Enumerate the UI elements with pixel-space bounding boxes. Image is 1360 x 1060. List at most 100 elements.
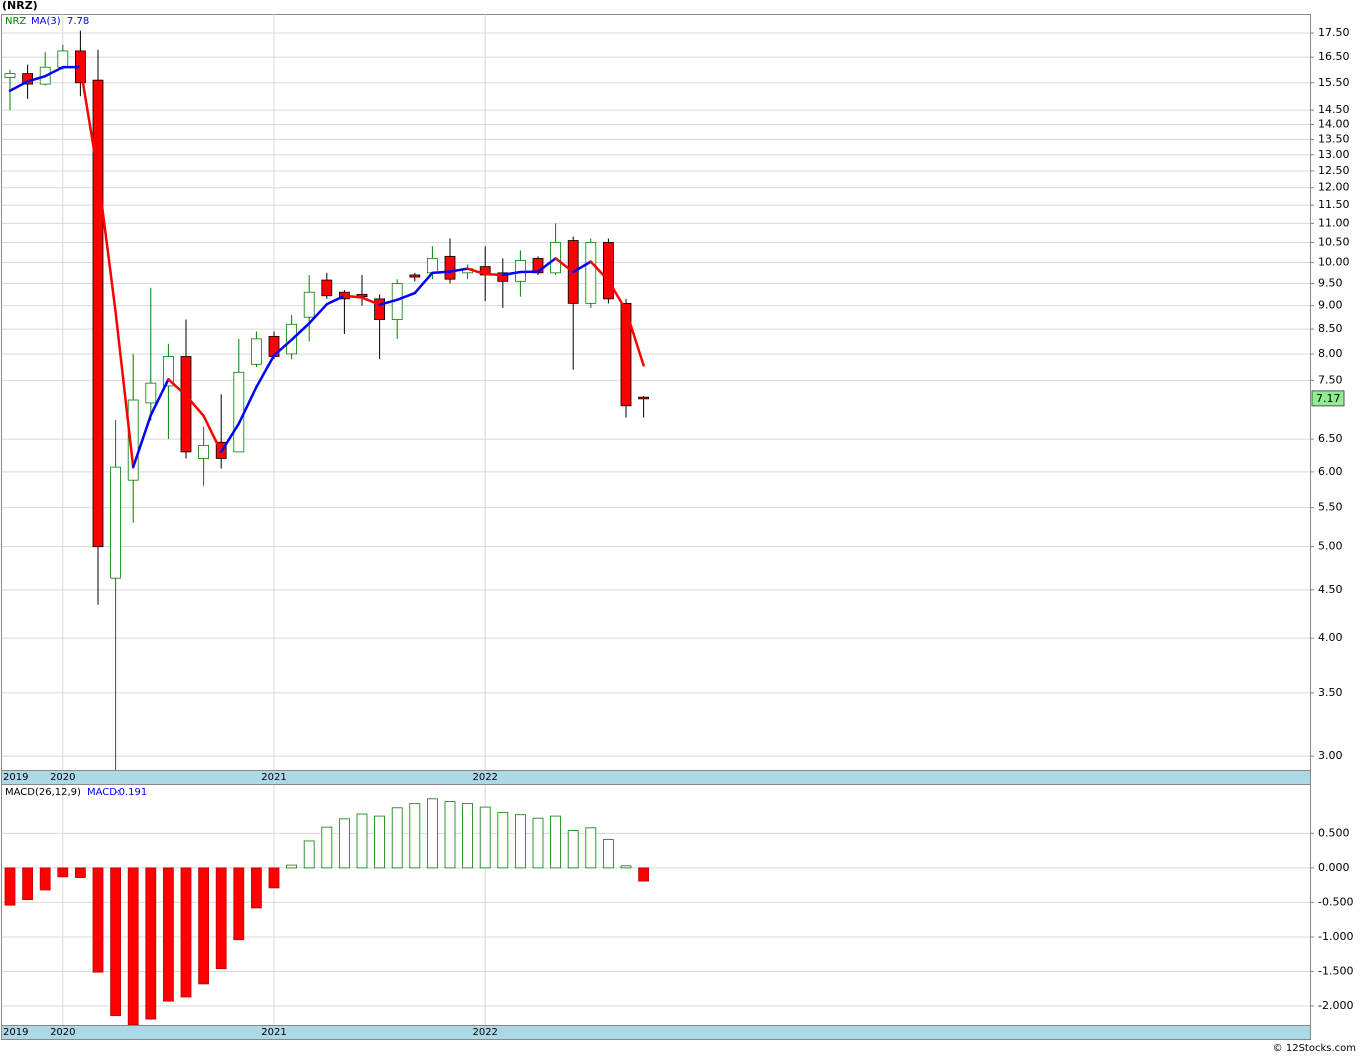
y-tick-label: -1.000 <box>1318 930 1353 943</box>
x-tick-label: 2021 <box>261 1027 286 1038</box>
y-tick-label: 9.50 <box>1318 276 1343 289</box>
macd-bar <box>410 804 420 868</box>
macd-legend: MACD(26,12,9) <box>5 787 81 798</box>
candle-body <box>5 74 15 78</box>
macd-bar <box>586 828 596 868</box>
y-tick-label: 14.00 <box>1318 117 1350 130</box>
y-tick-label: 0.500 <box>1318 826 1350 839</box>
candle-body <box>304 292 314 317</box>
x-tick-label: 2020 <box>50 1027 75 1038</box>
y-tick-label: 15.50 <box>1318 76 1350 89</box>
legend-ma: MA(3) <box>31 16 61 27</box>
macd-bar <box>181 868 191 997</box>
y-tick-label: -0.500 <box>1318 895 1353 908</box>
x-tick-label: 2020 <box>50 772 75 783</box>
candle-body <box>146 383 156 403</box>
candle-body <box>445 256 455 279</box>
y-tick-label: 12.50 <box>1318 164 1350 177</box>
macd-bar <box>603 840 613 868</box>
macd-bar <box>234 868 244 940</box>
macd-bar <box>128 868 138 1025</box>
y-tick-label: 10.50 <box>1318 235 1350 248</box>
candle-body <box>251 339 261 364</box>
macd-bar <box>375 816 385 868</box>
ma-segment <box>485 274 503 275</box>
macd-bar <box>111 868 121 1016</box>
macd-bar <box>515 815 525 868</box>
candle-body <box>234 372 244 452</box>
y-tick-label: 6.00 <box>1318 465 1343 478</box>
y-tick-label: 9.00 <box>1318 299 1343 312</box>
y-tick-label: 8.00 <box>1318 347 1343 360</box>
chart-title: (NRZ) <box>2 0 38 12</box>
y-tick-label: 3.50 <box>1318 686 1343 699</box>
x-tick-label: 2022 <box>472 772 497 783</box>
legend-symbol: NRZ <box>5 16 26 27</box>
y-tick-label: 12.00 <box>1318 181 1350 194</box>
y-tick-label: 10.00 <box>1318 255 1350 268</box>
macd-legend-value: -0.191 <box>115 787 147 798</box>
macd-bar <box>199 868 209 984</box>
candle-body <box>586 242 596 303</box>
macd-bar <box>5 868 15 905</box>
candle-body <box>181 357 191 452</box>
macd-bar <box>551 816 561 868</box>
y-tick-label: -2.000 <box>1318 999 1353 1012</box>
macd-bar <box>287 865 297 868</box>
y-tick-label: 3.00 <box>1318 749 1343 762</box>
candle-body <box>199 445 209 458</box>
x-start-label: 2019 <box>3 772 28 783</box>
y-tick-label: 4.50 <box>1318 583 1343 596</box>
macd-bar <box>427 799 437 868</box>
candle-body <box>58 51 68 67</box>
macd-bar <box>639 868 649 881</box>
macd-bar <box>568 831 578 868</box>
macd-bar <box>480 807 490 868</box>
ma-segment <box>344 296 362 298</box>
candle-body <box>427 258 437 272</box>
time-axis-strip <box>2 771 1311 785</box>
macd-bar <box>251 868 261 908</box>
macd-bar <box>463 804 473 868</box>
macd-bar <box>304 841 314 868</box>
y-tick-label: 13.50 <box>1318 132 1350 145</box>
x-tick-label: 2021 <box>261 772 286 783</box>
macd-bar <box>93 868 103 972</box>
macd-bar <box>58 868 68 877</box>
macd-bar <box>163 868 173 1001</box>
y-tick-label: 7.50 <box>1318 373 1343 386</box>
candle-body <box>639 397 649 399</box>
x-tick-label: 2022 <box>472 1027 497 1038</box>
y-tick-label: 5.00 <box>1318 540 1343 553</box>
legend-ma-value: 7.78 <box>67 16 89 27</box>
macd-bar <box>621 866 631 868</box>
macd-bar <box>392 808 402 868</box>
y-tick-label: 8.50 <box>1318 322 1343 335</box>
x-start-label: 2019 <box>3 1027 28 1038</box>
ma-segment <box>432 272 450 273</box>
y-tick-label: 17.50 <box>1318 26 1350 39</box>
footer: © 12Stocks.com <box>1273 1043 1356 1054</box>
macd-bar <box>269 868 279 888</box>
y-tick-label: 5.50 <box>1318 501 1343 514</box>
macd-bar <box>445 802 455 868</box>
candle-body <box>322 280 332 296</box>
macd-bar <box>498 813 508 868</box>
y-tick-label: 6.50 <box>1318 432 1343 445</box>
macd-bar <box>533 818 543 868</box>
candle-body <box>111 467 121 578</box>
y-tick-label: 0.000 <box>1318 861 1350 874</box>
time-axis-strip <box>2 1026 1311 1040</box>
macd-bar <box>23 868 33 900</box>
macd-bar <box>216 868 226 969</box>
y-tick-label: 16.50 <box>1318 50 1350 63</box>
macd-bar <box>40 868 50 890</box>
macd-bar <box>339 819 349 868</box>
candle-body <box>410 275 420 277</box>
y-tick-label: 11.50 <box>1318 198 1350 211</box>
y-tick-label: 11.00 <box>1318 216 1350 229</box>
y-tick-label: 14.50 <box>1318 103 1350 116</box>
y-tick-label: -1.500 <box>1318 964 1353 977</box>
